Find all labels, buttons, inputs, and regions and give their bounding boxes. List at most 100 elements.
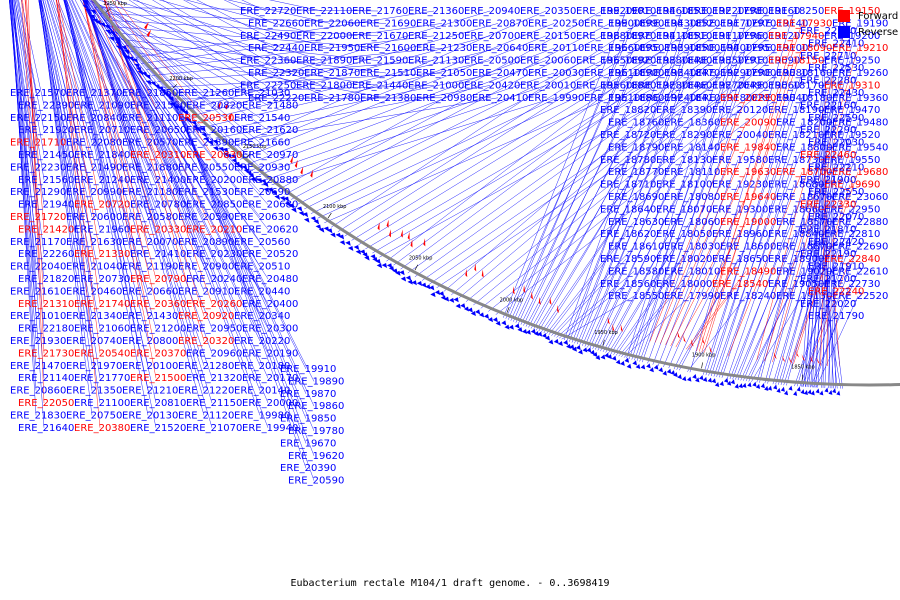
gene-label: ERE_19340 xyxy=(640,68,696,79)
reverse-gene-mark xyxy=(723,377,729,383)
gene-label: ERE_21890 xyxy=(296,56,352,67)
gene-label: ERE_18190 xyxy=(768,105,824,116)
label-leader-line xyxy=(812,105,827,388)
forward-gene-mark xyxy=(512,286,515,295)
gene-label: ERE_20210 xyxy=(186,224,242,235)
gene-label: ERE_20520 xyxy=(242,249,298,260)
reverse-gene-mark xyxy=(824,387,829,393)
gene-label: ERE_19380 xyxy=(632,56,688,67)
gene-label: ERE_21130 xyxy=(408,56,464,67)
gene-label: ERE_20420 xyxy=(464,80,520,91)
forward-gene-mark xyxy=(465,268,468,278)
gene-label: ERE_21520 xyxy=(130,423,186,434)
gene-label: ERE_18620 xyxy=(600,229,656,240)
gene-label: ERE_18860 xyxy=(608,93,664,104)
reverse-gene-mark xyxy=(168,96,174,102)
gene-label: ERE_17940 xyxy=(768,31,824,42)
reverse-gene-mark xyxy=(177,105,184,111)
label-leader-line xyxy=(654,122,747,343)
gene-label: ERE_20680 xyxy=(242,200,298,211)
label-leader-line xyxy=(55,0,101,304)
legend-forward-label: Forward xyxy=(858,10,899,22)
gene-label: ERE_21720 xyxy=(10,212,66,223)
reverse-gene-mark xyxy=(487,317,494,323)
reverse-gene-mark xyxy=(590,349,595,355)
reverse-gene-mark xyxy=(82,0,89,6)
gene-label: ERE_20140 xyxy=(234,386,290,397)
label-leader-line xyxy=(191,35,491,117)
reverse-gene-mark xyxy=(323,226,330,232)
gene-label: ERE_21490 xyxy=(66,162,122,173)
label-leader-line xyxy=(825,254,834,389)
gene-label: ERE_18210 xyxy=(768,130,824,141)
gene-label: ERE_20340 xyxy=(234,311,290,322)
legend-reverse: Reverse xyxy=(838,24,898,40)
gene-label: ERE_22250 xyxy=(240,80,296,91)
gene-label: ERE_21670 xyxy=(352,31,408,42)
reverse-gene-mark xyxy=(137,70,144,76)
legend: Forward Reverse xyxy=(838,8,898,40)
gene-label: ERE_20220 xyxy=(234,336,290,347)
label-leader-line xyxy=(833,291,840,367)
gene-label: ERE_21430 xyxy=(122,311,178,322)
reverse-gene-mark xyxy=(755,383,761,389)
label-leader-line xyxy=(639,72,747,362)
reverse-gene-mark xyxy=(230,154,237,160)
gene-label: ERE_19240 xyxy=(640,93,696,104)
gene-label: ERE_20240 xyxy=(186,274,242,285)
reverse-gene-mark xyxy=(747,382,752,388)
label-leader-line xyxy=(358,60,659,245)
reverse-gene-mark xyxy=(575,344,581,350)
gene-label: ERE_22160 xyxy=(800,100,856,111)
genome-backbone: 1850 kbp 1900 kbp 1950 kbp 2000 kbp 2050 kbp… xyxy=(91,0,900,387)
gene-label: ERE_19250 xyxy=(824,56,880,67)
reverse-gene-mark xyxy=(607,354,612,360)
gene-label: ERE_20310 xyxy=(130,150,186,161)
label-leader-line xyxy=(657,159,739,366)
label-leader-line xyxy=(84,0,213,354)
label-leader-line xyxy=(548,234,627,335)
gene-label: ERE_19120 xyxy=(744,31,800,42)
gene-label: ERE_21740 xyxy=(74,299,130,310)
label-leader-line xyxy=(636,60,739,361)
reverse-gene-mark xyxy=(764,385,769,391)
label-leader-line xyxy=(58,0,101,205)
reverse-gene-mark xyxy=(626,363,632,369)
label-leader-line xyxy=(764,48,859,362)
label-leader-line xyxy=(631,35,739,360)
gene-label: ERE_20620 xyxy=(242,224,298,235)
label-leader-line xyxy=(185,0,323,37)
gene-label: ERE_18140 xyxy=(664,142,720,153)
gene-label: ERE_20780 xyxy=(130,200,186,211)
gene-label: ERE_20660 xyxy=(122,286,178,297)
gene-label: ERE_18760 xyxy=(608,118,664,129)
reverse-gene-mark xyxy=(553,338,559,344)
gene-label: ERE_19270 xyxy=(688,80,744,91)
label-leader-line xyxy=(40,0,101,280)
label-leader-line xyxy=(82,0,157,304)
reverse-gene-mark xyxy=(376,263,383,269)
gene-label: ERE_19580 xyxy=(712,155,768,166)
label-leader-line xyxy=(101,0,213,106)
reverse-gene-mark xyxy=(90,9,97,15)
gene-label: ERE_20750 xyxy=(66,410,122,421)
label-leader-line xyxy=(38,0,93,366)
gene-label: ERE_17990 xyxy=(664,291,720,302)
gene-label: ERE_18460 xyxy=(656,80,712,91)
reverse-gene-mark xyxy=(355,249,362,255)
reverse-gene-mark xyxy=(828,389,833,395)
gene-label: ERE_21040 xyxy=(66,262,122,273)
forward-gene-mark xyxy=(300,166,304,175)
label-leader-line xyxy=(163,72,443,88)
label-leader-line xyxy=(39,0,93,391)
reverse-gene-mark xyxy=(582,347,588,353)
label-leader-line xyxy=(16,0,45,156)
gene-label: ERE_21230 xyxy=(416,43,472,54)
reverse-gene-mark xyxy=(114,37,121,43)
gene-label: ERE_19980 xyxy=(234,410,290,421)
label-leader-line xyxy=(109,26,387,49)
label-leader-line xyxy=(351,47,667,241)
gene-label: ERE_19620 xyxy=(288,451,344,462)
gene-label: ERE_21880 xyxy=(122,162,178,173)
reverse-gene-mark xyxy=(370,254,376,260)
